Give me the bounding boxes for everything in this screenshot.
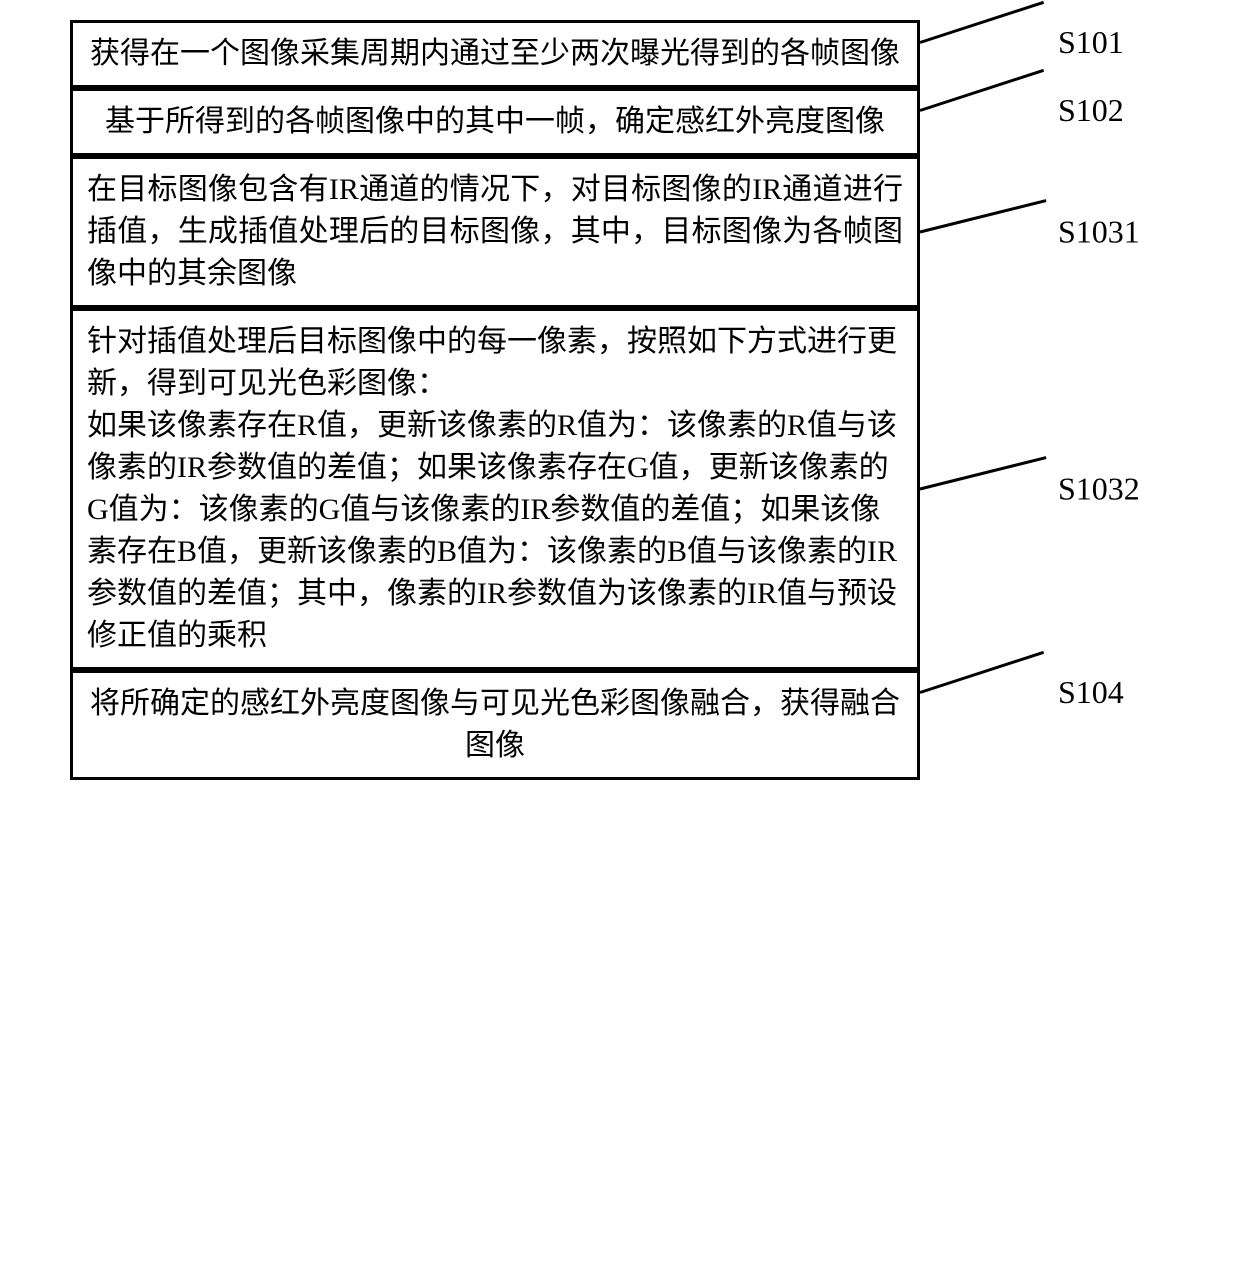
step-text-s1032: 针对插值处理后目标图像中的每一像素，按照如下方式进行更新，得到可见光色彩图像：如… xyxy=(87,325,897,652)
step-row-s1031: 在目标图像包含有IR通道的情况下，对目标图像的IR通道进行插值，生成插值处理后的… xyxy=(20,156,1220,308)
step-row-s101: 获得在一个图像采集周期内通过至少两次曝光得到的各帧图像 S101 xyxy=(20,20,1220,88)
step-row-s1032: 针对插值处理后目标图像中的每一像素，按照如下方式进行更新，得到可见光色彩图像：如… xyxy=(20,308,1220,670)
step-box-s102: 基于所得到的各帧图像中的其中一帧，确定感红外亮度图像 xyxy=(70,88,920,156)
step-row-s104: 将所确定的感红外亮度图像与可见光色彩图像融合，获得融合图像 S104 xyxy=(20,670,1220,780)
label-wrap-s1032: S1032 xyxy=(920,471,1140,508)
step-box-s1031: 在目标图像包含有IR通道的情况下，对目标图像的IR通道进行插值，生成插值处理后的… xyxy=(70,156,920,308)
connector-s1032 xyxy=(920,456,1047,490)
label-wrap-s101: S101 xyxy=(920,24,1124,61)
connector-s101 xyxy=(920,1,1045,44)
label-text-s102: S102 xyxy=(1058,92,1124,129)
label-wrap-s1031: S1031 xyxy=(920,214,1140,251)
step-box-s101: 获得在一个图像采集周期内通过至少两次曝光得到的各帧图像 xyxy=(70,20,920,88)
label-wrap-s102: S102 xyxy=(920,92,1124,129)
label-text-s1032: S1032 xyxy=(1058,471,1140,508)
step-box-s1032: 针对插值处理后目标图像中的每一像素，按照如下方式进行更新，得到可见光色彩图像：如… xyxy=(70,308,920,670)
step-text-s1031: 在目标图像包含有IR通道的情况下，对目标图像的IR通道进行插值，生成插值处理后的… xyxy=(87,173,903,290)
label-text-s101: S101 xyxy=(1058,24,1124,61)
step-row-s102: 基于所得到的各帧图像中的其中一帧，确定感红外亮度图像 S102 xyxy=(20,88,1220,156)
step-box-s104: 将所确定的感红外亮度图像与可见光色彩图像融合，获得融合图像 xyxy=(70,670,920,780)
step-text-s102: 基于所得到的各帧图像中的其中一帧，确定感红外亮度图像 xyxy=(105,105,885,138)
flowchart-container: 获得在一个图像采集周期内通过至少两次曝光得到的各帧图像 S101 基于所得到的各… xyxy=(20,20,1220,780)
step-text-s101: 获得在一个图像采集周期内通过至少两次曝光得到的各帧图像 xyxy=(90,37,900,70)
label-text-s104: S104 xyxy=(1058,674,1124,711)
label-wrap-s104: S104 xyxy=(920,674,1124,711)
connector-s1031 xyxy=(920,199,1047,233)
label-text-s1031: S1031 xyxy=(1058,214,1140,251)
step-text-s104: 将所确定的感红外亮度图像与可见光色彩图像融合，获得融合图像 xyxy=(90,687,900,762)
